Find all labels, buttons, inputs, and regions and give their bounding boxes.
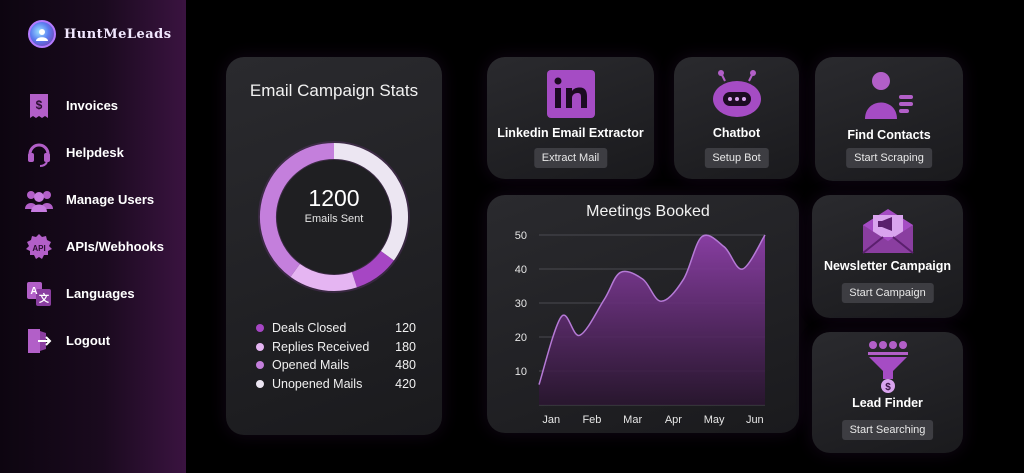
brand[interactable]: HuntMeLeads (28, 20, 172, 48)
legend-item: Unopened Mails 420 (256, 375, 416, 394)
sidebar-item-label: Manage Users (66, 192, 155, 207)
brand-logo-icon (28, 20, 56, 48)
svg-text:$: $ (885, 382, 891, 393)
legend-label: Opened Mails (272, 358, 350, 373)
users-icon (24, 185, 54, 215)
linkedin-extractor-card: Linkedin Email Extractor Extract Mail (487, 57, 654, 179)
legend-value: 120 (395, 321, 416, 336)
contact-card-icon (863, 69, 915, 126)
tool-title: Linkedin Email Extractor (497, 126, 644, 140)
email-campaign-stats-card: Email Campaign Stats 1200 Emails Sent De… (226, 57, 442, 435)
sidebar-nav: $ Invoices Helpdesk Manage Users API API… (24, 82, 184, 364)
sidebar-item-manage-users[interactable]: Manage Users (24, 176, 184, 223)
sidebar-item-invoices[interactable]: $ Invoices (24, 82, 184, 129)
legend-label: Replies Received (272, 339, 370, 354)
logout-icon (24, 326, 54, 356)
envelope-icon (861, 205, 915, 260)
start-searching-button[interactable]: Start Searching (841, 420, 934, 440)
sidebar-item-apis-webhooks[interactable]: API APIs/Webhooks (24, 223, 184, 270)
invoice-icon: $ (24, 91, 54, 121)
stats-title: Email Campaign Stats (249, 81, 419, 100)
x-tick-label: Apr (665, 414, 682, 426)
linkedin-icon (546, 69, 596, 124)
area-fill (539, 235, 765, 405)
sidebar-item-helpdesk[interactable]: Helpdesk (24, 129, 184, 176)
series-line (538, 234, 766, 385)
legend-item: Opened Mails 480 (256, 356, 416, 375)
sidebar-item-label: Helpdesk (66, 145, 124, 160)
stats-legend: Deals Closed 120 Replies Received 180 Opened… (256, 319, 416, 393)
svg-text:文: 文 (39, 292, 50, 305)
tool-title: Lead Finder (852, 396, 923, 410)
y-tick-label: 50 (515, 230, 527, 242)
meetings-booked-card: Meetings Booked 10 20 30 40 50 Jan Feb Mar Apr Ma… (487, 195, 799, 433)
x-tick-label: Feb (582, 414, 601, 426)
sidebar-item-logout[interactable]: Logout (24, 317, 184, 364)
legend-item: Deals Closed 120 (256, 319, 416, 338)
total-emails-value: 1200 (308, 185, 360, 211)
svg-text:$: $ (36, 98, 43, 112)
tool-title: Chatbot (712, 126, 761, 140)
chatbot-card: Chatbot Setup Bot (674, 57, 799, 179)
total-emails-label: Emails Sent (304, 213, 364, 225)
legend-value: 420 (395, 376, 416, 391)
svg-text:A: A (30, 286, 37, 297)
chart-title: Meetings Booked (586, 203, 710, 220)
donut-slice (260, 143, 335, 277)
sidebar-item-label: Languages (66, 286, 135, 301)
headset-icon (24, 138, 54, 168)
legend-dot (256, 324, 264, 333)
tool-title: Find Contacts (847, 128, 931, 142)
y-tick-label: 40 (515, 264, 527, 276)
donut-slice (333, 143, 408, 261)
legend-dot (256, 361, 264, 370)
meetings-chart: 10 20 30 40 50 Jan Feb Mar Apr May Jun (515, 230, 766, 426)
sidebar-item-label: APIs/Webhooks (66, 239, 165, 254)
newsletter-campaign-card: Newsletter Campaign Start Campaign (812, 195, 963, 318)
extract-mail-button[interactable]: Extract Mail (533, 148, 608, 168)
donut-slice (351, 250, 394, 288)
sidebar-item-label: Logout (66, 333, 111, 348)
start-campaign-button[interactable]: Start Campaign (841, 283, 934, 303)
x-tick-label: May (704, 414, 725, 426)
tool-title: Newsletter Campaign (823, 259, 952, 273)
find-contacts-card: Find Contacts Start Scraping (815, 57, 963, 181)
sidebar-item-label: Invoices (66, 98, 119, 113)
svg-text:API: API (32, 244, 45, 253)
donut-slice (290, 263, 357, 291)
legend-value: 180 (395, 339, 416, 354)
api-icon: API (24, 232, 54, 262)
legend-item: Replies Received 180 (256, 338, 416, 357)
funnel-icon: $ (865, 340, 911, 399)
y-tick-label: 10 (515, 366, 527, 378)
setup-bot-button[interactable]: Setup Bot (704, 148, 769, 168)
y-tick-label: 20 (515, 332, 527, 344)
lead-finder-card: $ Lead Finder Start Searching (812, 332, 963, 453)
brand-name: HuntMeLeads (64, 26, 172, 42)
legend-value: 480 (395, 358, 416, 373)
legend-label: Deals Closed (272, 321, 347, 336)
y-tick-label: 30 (515, 298, 527, 310)
legend-label: Unopened Mails (272, 376, 363, 391)
start-scraping-button[interactable]: Start Scraping (846, 148, 932, 168)
x-tick-label: Mar (623, 414, 642, 426)
legend-dot (256, 379, 264, 388)
donut-chart (258, 141, 410, 293)
x-tick-label: Jan (542, 414, 560, 426)
donut-center: 1200 Emails Sent (270, 185, 398, 225)
x-tick-label: Jun (746, 414, 764, 426)
donut-hole (277, 160, 391, 274)
robot-icon (711, 69, 763, 124)
legend-dot (256, 342, 264, 351)
sidebar: HuntMeLeads $ Invoices Helpdesk Manage U… (0, 0, 186, 473)
